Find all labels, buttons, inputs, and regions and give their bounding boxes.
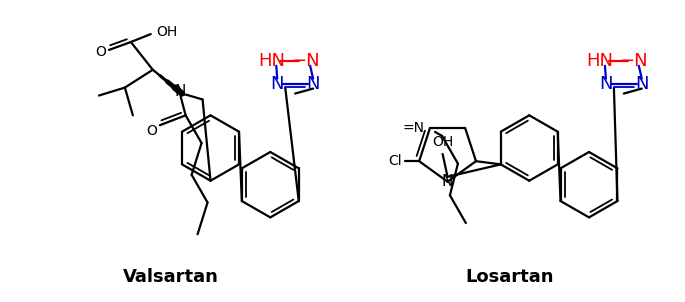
Text: N: N	[271, 75, 284, 93]
Text: O: O	[95, 45, 106, 59]
Text: N: N	[175, 84, 186, 99]
Text: −N: −N	[291, 52, 319, 70]
Text: HN: HN	[586, 52, 614, 70]
Text: −N: −N	[619, 52, 648, 70]
Text: OH: OH	[156, 25, 177, 39]
Text: O: O	[147, 124, 158, 138]
Text: OH: OH	[432, 135, 453, 149]
Text: Losartan: Losartan	[465, 268, 553, 286]
Text: Valsartan: Valsartan	[123, 268, 219, 286]
Text: Cl: Cl	[388, 154, 402, 168]
Text: N: N	[635, 75, 649, 93]
Text: HN: HN	[258, 52, 285, 70]
Text: =N: =N	[402, 121, 424, 135]
Text: N: N	[442, 174, 453, 189]
Text: N: N	[599, 75, 612, 93]
Text: N: N	[306, 75, 320, 93]
